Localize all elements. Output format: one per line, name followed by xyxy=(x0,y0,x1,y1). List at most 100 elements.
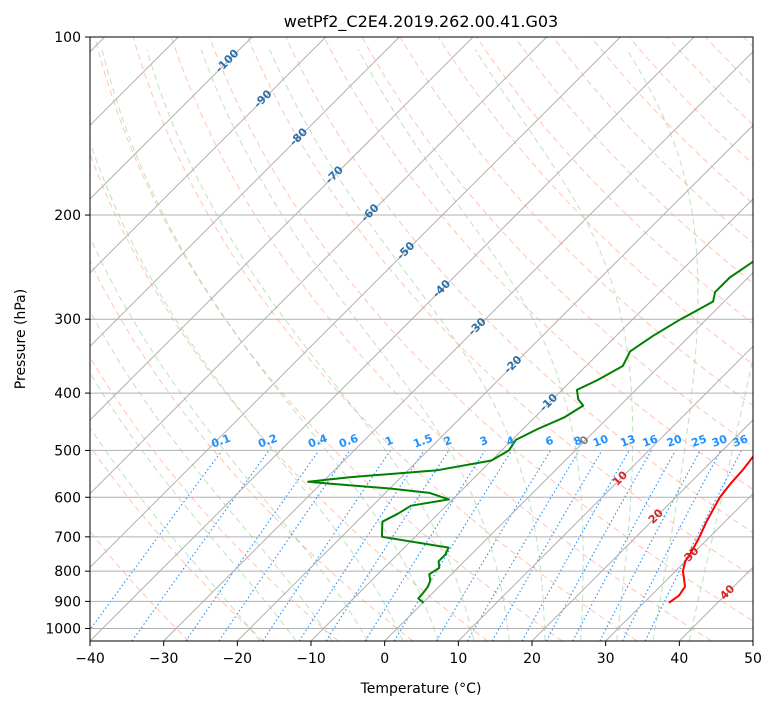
isotherm-label: 40 xyxy=(717,582,737,602)
mixing-ratio-line xyxy=(491,450,603,641)
mixing-ratio-line xyxy=(298,450,425,641)
dry-adiabat xyxy=(590,37,753,205)
mixing-ratio-label: 16 xyxy=(641,432,660,450)
mixing-ratio-label: 0.4 xyxy=(306,432,329,451)
mixing-ratio-line xyxy=(131,450,270,641)
isotherm-line xyxy=(752,640,753,641)
isotherm-line xyxy=(90,37,621,569)
background-lines xyxy=(90,37,753,641)
isotherm-line xyxy=(90,37,695,641)
isotherm-label: -50 xyxy=(394,239,417,262)
dry-adiabat xyxy=(628,37,753,165)
dry-adiabat xyxy=(437,37,753,365)
mixing-ratio-line xyxy=(545,450,652,641)
mixing-ratio-label: 3 xyxy=(478,434,490,449)
isotherm-label: -10 xyxy=(537,391,560,414)
isotherm-line xyxy=(90,37,548,495)
x-tick-label: 10 xyxy=(449,651,467,667)
plot-frame xyxy=(89,36,754,642)
y-tick-label: 600 xyxy=(54,490,81,506)
dry-adiabat xyxy=(743,37,753,48)
y-tick-label: 800 xyxy=(54,564,81,580)
dry-adiabat xyxy=(90,445,264,641)
y-tick-label: 1000 xyxy=(45,621,81,637)
dry-adiabat xyxy=(476,37,753,325)
y-axis: 100 200 300 400 500 600 700 800 900 1000 xyxy=(45,30,90,637)
mixing-ratio-label: 1.5 xyxy=(412,432,435,451)
mixing-ratio-line xyxy=(218,450,351,641)
x-axis: −40 −30 −20 −10 0 10 20 30 40 50 xyxy=(75,641,762,667)
moist-adiabat xyxy=(200,49,510,641)
moist-adiabat xyxy=(146,49,475,641)
moist-adiabat xyxy=(357,49,584,641)
mixing-ratio-label: 0.1 xyxy=(210,432,233,451)
y-tick-label: 200 xyxy=(54,208,81,224)
dry-adiabat xyxy=(399,37,753,407)
y-tick-label: 700 xyxy=(54,530,81,546)
dry-adiabat xyxy=(90,356,339,641)
x-tick-label: −40 xyxy=(75,651,105,667)
mixing-ratio-label: 25 xyxy=(690,432,709,449)
x-tick-label: −20 xyxy=(223,651,253,667)
grid xyxy=(90,37,753,641)
moist-adiabat xyxy=(90,140,404,641)
mixing-ratio-label: 20 xyxy=(665,432,684,450)
mixing-ratio-label: 8 xyxy=(572,434,584,449)
mixing-ratio-label: 1 xyxy=(383,434,395,449)
isotherm-line xyxy=(236,124,753,641)
profile-lines xyxy=(307,260,753,604)
mixing-ratio-line xyxy=(435,450,552,641)
profile-line xyxy=(307,260,753,604)
x-tick-label: 30 xyxy=(597,651,615,667)
dry-adiabat xyxy=(667,37,753,126)
isotherm-line xyxy=(90,37,327,274)
isotherm-line xyxy=(605,492,753,641)
line-annotations: 0.1 0.2 0.4 0.6 1 1.5 2 3 4 6 8 10 13 16 20 25 30 36-100-… xyxy=(210,47,750,603)
isotherm-line xyxy=(310,198,753,641)
isotherm-label: -90 xyxy=(251,87,274,110)
dry-adiabat xyxy=(705,37,753,87)
isotherm-line xyxy=(90,37,474,421)
isotherm-line xyxy=(384,271,753,641)
isotherm-line xyxy=(90,37,400,348)
dry-adiabat xyxy=(552,37,753,244)
isotherm-line xyxy=(531,419,753,641)
moist-adiabat xyxy=(269,49,546,641)
x-tick-label: −10 xyxy=(296,651,326,667)
dry-adiabat xyxy=(514,37,753,284)
moist-adiabat xyxy=(688,355,753,641)
isotherm-line xyxy=(163,50,753,641)
isotherm-line xyxy=(457,345,753,641)
mixing-ratio-line xyxy=(572,450,676,641)
mixing-ratio-label: 10 xyxy=(591,432,610,450)
isotherm-line xyxy=(90,37,253,200)
x-tick-label: 20 xyxy=(523,651,541,667)
mixing-ratio-label: 30 xyxy=(710,432,729,450)
mixing-ratio-line xyxy=(393,450,513,641)
y-tick-label: 900 xyxy=(54,594,81,610)
dry-adiabat xyxy=(94,37,563,641)
mixing-ratio-label: 0.6 xyxy=(337,432,360,451)
moist-adiabat xyxy=(474,49,634,641)
moist-adiabat xyxy=(101,49,439,641)
dry-adiabat xyxy=(323,37,753,491)
x-axis-label: Temperature (°C) xyxy=(360,681,482,697)
mixing-ratio-label: 2 xyxy=(442,434,454,449)
mixing-ratio-line xyxy=(325,450,450,641)
y-axis-label: Pressure (hPa) xyxy=(13,289,29,389)
mixing-ratio-line xyxy=(90,450,223,631)
isotherm-label: -60 xyxy=(358,201,381,224)
moist-adiabat xyxy=(90,426,261,641)
x-tick-label: 40 xyxy=(670,651,688,667)
y-tick-label: 400 xyxy=(54,386,81,402)
dry-adiabat xyxy=(90,260,414,641)
profile-line xyxy=(668,455,753,604)
dry-adiabat xyxy=(170,37,712,641)
y-tick-label: 100 xyxy=(54,30,81,46)
moist-adiabat xyxy=(90,310,333,641)
mixing-ratio-line xyxy=(521,450,630,641)
moist-adiabat xyxy=(90,236,369,641)
dry-adiabat xyxy=(132,37,638,641)
x-tick-label: 0 xyxy=(380,651,389,667)
